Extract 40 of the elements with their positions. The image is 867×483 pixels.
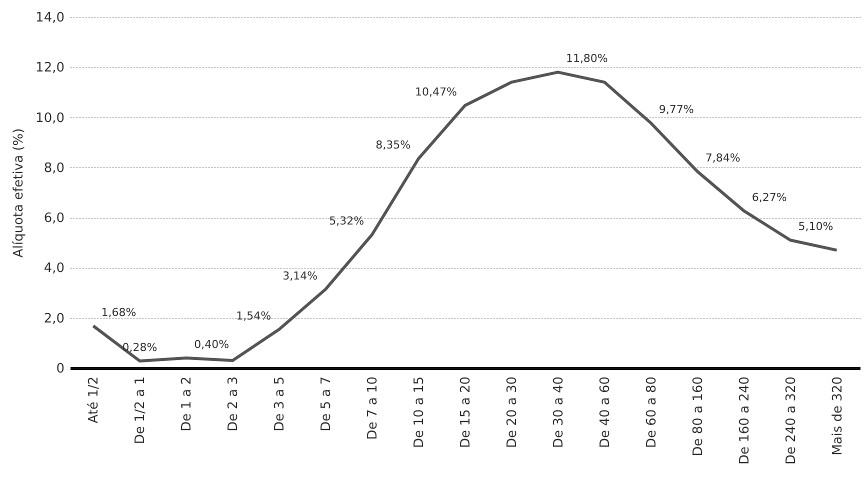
y-tick-label: 10,0 — [36, 110, 64, 126]
x-tick-label: De 10 a 15 — [412, 376, 428, 448]
data-label: 8,35% — [376, 138, 411, 152]
y-tick-label: 0 — [56, 362, 64, 376]
x-tick-label: De 2 a 3 — [226, 376, 242, 432]
data-label: 9,77% — [658, 103, 694, 116]
data-label: 6,27% — [752, 190, 787, 204]
x-tick-label: De 1 a 2 — [180, 376, 195, 432]
y-tick-label: 14,0 — [36, 10, 64, 26]
data-label: 3,14% — [282, 269, 318, 282]
x-tick-label: De 3 a 5 — [272, 376, 288, 432]
data-label: 11,80% — [566, 52, 608, 66]
y-tick-label: 2,0 — [44, 311, 64, 326]
data-label: 1,54% — [236, 309, 272, 322]
line-series — [92, 70, 838, 362]
x-tick-label: Mais de 320 — [830, 376, 846, 456]
x-tick-label: De 7 a 10 — [366, 376, 381, 440]
x-tick-label: Até 1/2 — [86, 376, 102, 424]
y-axis-title: Alíquota efetiva (%) — [12, 128, 27, 258]
x-tick-label: De 160 a 240 — [737, 376, 752, 464]
data-label: 10,47% — [415, 86, 457, 98]
x-tick-label: De 1/2 a 1 — [133, 376, 148, 444]
data-label: 5,10% — [798, 220, 834, 234]
x-tick-label: De 20 a 30 — [504, 376, 520, 448]
y-tick-label: 6,0 — [44, 211, 64, 226]
x-tick-label: De 15 a 20 — [458, 376, 474, 448]
x-tick-label: De 40 a 60 — [598, 376, 613, 448]
y-tick-label: 4,0 — [44, 261, 64, 276]
data-label: 0,28% — [122, 340, 158, 354]
y-tick-label: 12,0 — [36, 60, 64, 76]
x-tick-label: De 240 a 320 — [784, 376, 799, 464]
data-label: 0,40% — [194, 338, 230, 351]
data-label: 1,68% — [101, 306, 136, 319]
x-tick-label: De 80 a 160 — [690, 376, 706, 456]
y-tick-label: 8,0 — [44, 160, 64, 176]
data-label: 7,84% — [705, 151, 740, 164]
data-label: 5,32% — [329, 214, 364, 228]
x-tick-label: De 30 a 40 — [551, 376, 566, 448]
x-tick-label: De 60 a 80 — [644, 376, 660, 448]
x-tick-label: De 5 a 7 — [319, 376, 334, 432]
